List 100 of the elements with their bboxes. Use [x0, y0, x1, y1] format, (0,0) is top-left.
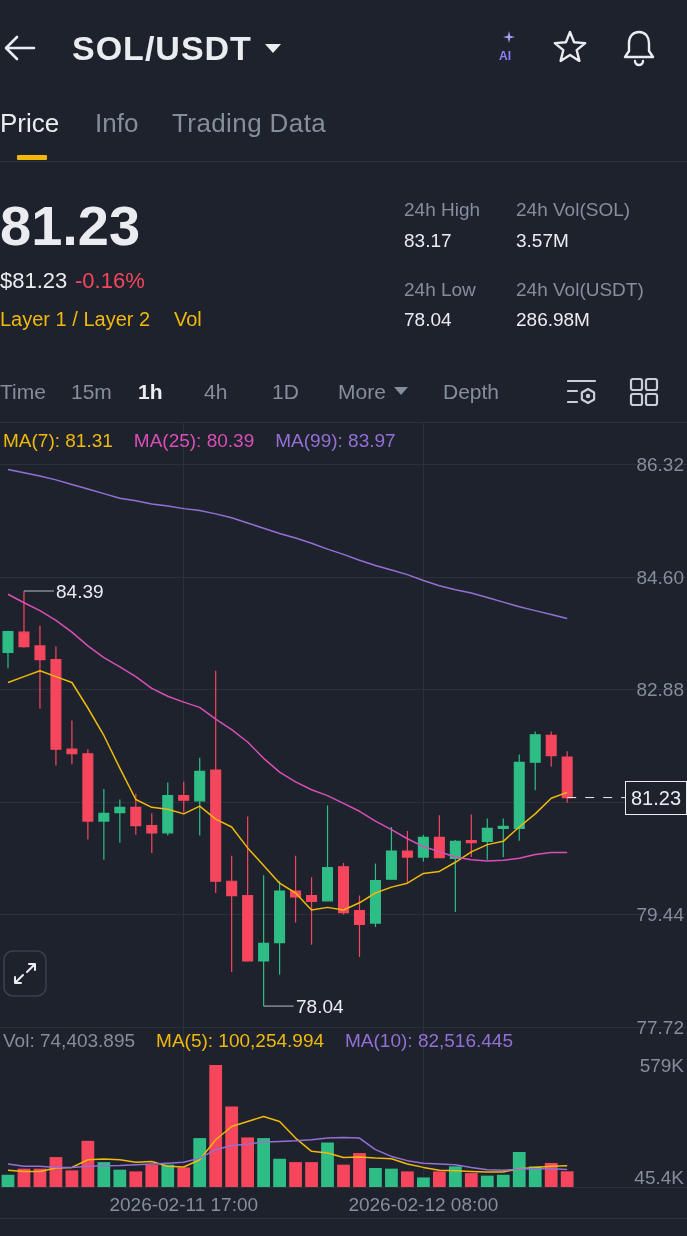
bar: [385, 1168, 398, 1187]
candlestick: [242, 815, 254, 963]
candlestick: [306, 876, 318, 946]
text: Vol: [174, 307, 202, 331]
bar: [369, 1168, 382, 1187]
bar: [464, 1173, 478, 1187]
candlestick: [529, 730, 541, 791]
text: Trading Data: [172, 108, 327, 140]
text: 78.04: [404, 308, 452, 332]
bar: [161, 1164, 175, 1187]
candlestick: [210, 670, 222, 894]
text: 15m: [71, 379, 112, 405]
y-tick-label: 45.4K: [634, 1167, 685, 1189]
bar: [113, 1169, 127, 1187]
text: MA(7): 81.31: [3, 430, 113, 453]
line-series: [7, 468, 568, 620]
bar: [416, 1177, 430, 1187]
candlestick: [258, 874, 270, 1007]
text: 286.98M: [516, 308, 590, 332]
bar: [305, 1162, 318, 1187]
bar: [209, 1064, 223, 1187]
text: Info: [95, 108, 139, 140]
candlestick: [274, 880, 286, 976]
bar: [193, 1138, 207, 1187]
text: More: [338, 379, 386, 405]
candlestick: [194, 757, 206, 837]
candlestick: [130, 793, 142, 836]
bar: [337, 1164, 350, 1187]
bar: [480, 1175, 494, 1187]
text: 83.17: [404, 229, 452, 253]
text: MA(5): 100,254.994: [156, 1030, 325, 1053]
bar: [129, 1171, 143, 1187]
text: 81.23: [0, 193, 141, 260]
candlestick: [2, 630, 14, 669]
text: SOL/USDT: [72, 27, 252, 69]
text: MA(25): 80.39: [133, 430, 255, 453]
candlestick: [34, 625, 46, 710]
y-tick-label: 86.32: [636, 454, 684, 476]
y-tick-label: 82.88: [636, 679, 684, 701]
bar: [512, 1151, 526, 1187]
bar: [401, 1171, 414, 1187]
text: 24h Vol(SOL): [516, 198, 631, 222]
text: AI: [499, 48, 511, 64]
bar: [145, 1164, 159, 1187]
bar: [257, 1138, 271, 1187]
text: 1D: [272, 379, 299, 405]
candlestick: [337, 862, 350, 916]
candlestick: [114, 798, 126, 844]
candlestick: [162, 781, 174, 837]
candlestick: [369, 862, 381, 928]
text: Price: [0, 108, 60, 140]
text: 4h: [204, 379, 228, 405]
bar: [65, 1170, 79, 1187]
text: $81.23: [0, 267, 68, 295]
line-series: [7, 1115, 568, 1173]
bar: [97, 1162, 111, 1187]
bar: [273, 1158, 286, 1187]
y-tick-label: 79.44: [636, 904, 685, 926]
candlestick: [449, 839, 461, 913]
candlestick: [146, 812, 158, 854]
bar: [81, 1140, 95, 1187]
ref-line-label: 81.23: [631, 787, 682, 809]
line-series: [7, 669, 568, 911]
text: Depth: [443, 379, 500, 405]
text: -0.16%: [75, 267, 145, 295]
bar: [448, 1166, 462, 1187]
line-series: [7, 1136, 568, 1172]
candlestick: [513, 753, 525, 842]
bar: [432, 1171, 446, 1187]
annotation: 78.04: [296, 996, 344, 1017]
candlestick: [66, 719, 78, 765]
candlestick: [465, 813, 477, 858]
text: MA(99): 83.97: [275, 430, 396, 453]
y-tick-label: 77.72: [636, 1016, 684, 1038]
candlestick: [545, 730, 557, 768]
text: Time: [0, 379, 46, 405]
text: Layer 1 / Layer 2: [0, 307, 151, 331]
candlestick: [98, 788, 110, 861]
bar: [1, 1174, 15, 1187]
text: 3.57M: [516, 229, 569, 253]
text: 24h Low: [404, 278, 476, 302]
bar: [177, 1167, 191, 1187]
y-tick-label: 84.60: [636, 566, 684, 588]
candlestick: [178, 781, 190, 814]
bar: [241, 1137, 255, 1187]
text: 24h High: [404, 198, 481, 222]
candlestick: [481, 817, 493, 861]
bar: [225, 1106, 239, 1187]
y-tick-label: 579K: [639, 1054, 685, 1076]
bar: [289, 1162, 302, 1187]
candlestick: [401, 830, 413, 884]
text: 1h: [138, 379, 163, 405]
text: MA(10): 82,516.445: [345, 1030, 513, 1053]
bar: [321, 1142, 334, 1187]
x-tick-label: 2026-02-11 17:00: [109, 1193, 259, 1215]
candlestick: [497, 817, 509, 858]
candlestick: [353, 895, 365, 958]
candlestick: [433, 814, 445, 859]
bar: [560, 1171, 574, 1187]
candlestick: [50, 645, 62, 767]
